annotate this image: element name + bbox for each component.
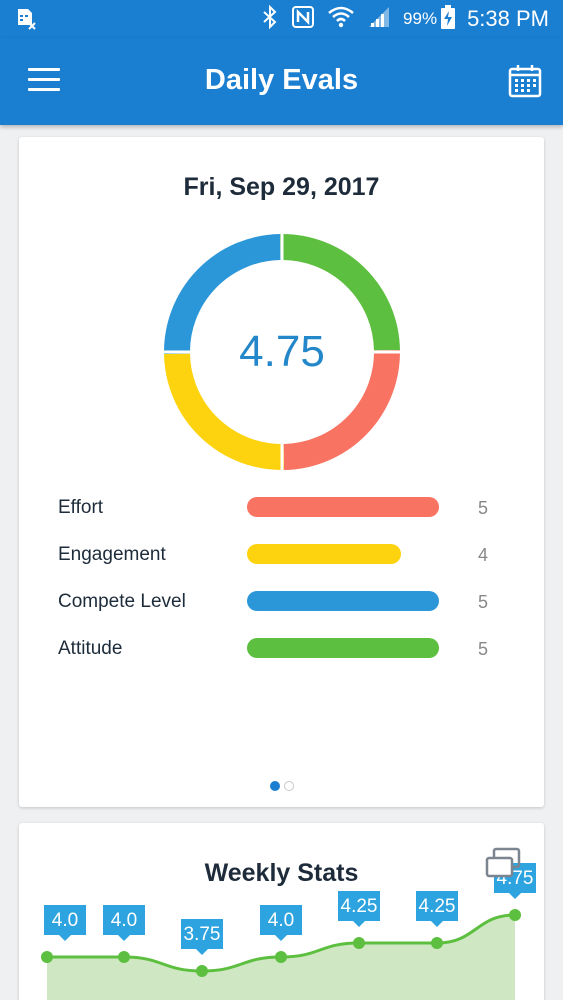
- weekly-stats-chart: 4.0 4.03.754.04.25 4.254.75: [41, 863, 536, 1000]
- metric-label: Effort: [58, 497, 104, 518]
- overall-score: 4.75: [239, 327, 325, 376]
- battery-indicator: 99%: [403, 4, 456, 34]
- metric-label: Compete Level: [58, 591, 186, 612]
- page-dot-inactive[interactable]: [283, 781, 294, 791]
- weekly-value-label-bg: [44, 905, 86, 941]
- signal-icon: [367, 5, 391, 34]
- status-bar: 99% 5:38 PM: [0, 0, 563, 38]
- battery-percent: 99%: [403, 9, 438, 28]
- weekly-value-label: 4.25: [419, 896, 456, 917]
- weekly-value-label: 4.0: [268, 910, 294, 931]
- weekly-value-label-bg: [181, 919, 223, 955]
- weekly-value-label-bg: [260, 905, 302, 941]
- metric-row-engagement: Engagement 4: [19, 539, 544, 586]
- weekly-point: [509, 909, 521, 921]
- weekly-stats-card[interactable]: 4.0 4.0 3.75 4.0 4.25 4.25 4.75 Weekly Stats: [19, 823, 544, 1000]
- weekly-point: [41, 951, 53, 963]
- clock: 5:38 PM: [467, 6, 549, 31]
- weekly-point: [353, 937, 365, 949]
- weekly-value-label: 4.0: [52, 910, 78, 931]
- weekly-value-label-bg: [416, 891, 458, 927]
- weekly-value-label: 4.0: [111, 910, 137, 931]
- metric-bar: [247, 497, 439, 517]
- page-indicator: [19, 781, 544, 791]
- page-dot-active[interactable]: [269, 781, 280, 791]
- bluetooth-icon: [261, 4, 279, 34]
- hamburger-menu-icon[interactable]: [28, 68, 60, 96]
- metric-bar: [247, 638, 439, 658]
- sim-card-icon: [14, 7, 38, 36]
- weekly-value-label-bg: [103, 905, 145, 941]
- weekly-value-label-bg: [338, 891, 380, 927]
- weekly-point: [196, 965, 208, 977]
- metric-label: Attitude: [58, 638, 123, 659]
- metric-value: 5: [477, 639, 488, 659]
- score-donut-chart: [164, 234, 400, 470]
- metric-row-effort: Effort 5: [19, 492, 544, 539]
- status-icons: 99% 5:38 PM: [261, 0, 549, 38]
- weekly-value-label: 4.25: [341, 896, 378, 917]
- metric-bar-track: [247, 497, 439, 517]
- daily-eval-card[interactable]: Fri, Sep 29, 2017 4.75 Effort 5 Engageme…: [19, 137, 544, 807]
- metric-row-attitude: Attitude 5: [19, 633, 544, 680]
- weekly-point: [431, 937, 443, 949]
- calendar-icon[interactable]: [508, 64, 542, 98]
- metric-value: 4: [477, 545, 488, 565]
- expand-window-icon[interactable]: [485, 847, 521, 879]
- metric-row-compete-level: Compete Level 5: [19, 586, 544, 633]
- metric-value: 5: [477, 592, 488, 612]
- metric-bar: [247, 591, 439, 611]
- nfc-icon: [291, 5, 315, 34]
- metric-bar-track: [247, 544, 439, 564]
- metric-bar-track: [247, 638, 439, 658]
- battery-charging-icon: [441, 4, 456, 34]
- metric-label: Engagement: [58, 544, 166, 565]
- eval-date: Fri, Sep 29, 2017: [183, 173, 380, 201]
- wifi-icon: [327, 5, 355, 34]
- weekly-point: [118, 951, 130, 963]
- metric-bar-track: [247, 591, 439, 611]
- metrics-list: Effort 5 Engagement 4 Compete Level 5 At…: [19, 492, 544, 680]
- metric-bar: [247, 544, 401, 564]
- weekly-value-label: 3.75: [184, 924, 221, 945]
- weekly-stats-title: Weekly Stats: [204, 859, 359, 887]
- app-bar: Daily Evals: [0, 38, 563, 125]
- page-title: Daily Evals: [204, 64, 359, 96]
- weekly-point: [275, 951, 287, 963]
- donut-segment-compete-level: [164, 234, 400, 470]
- metric-value: 5: [477, 498, 488, 518]
